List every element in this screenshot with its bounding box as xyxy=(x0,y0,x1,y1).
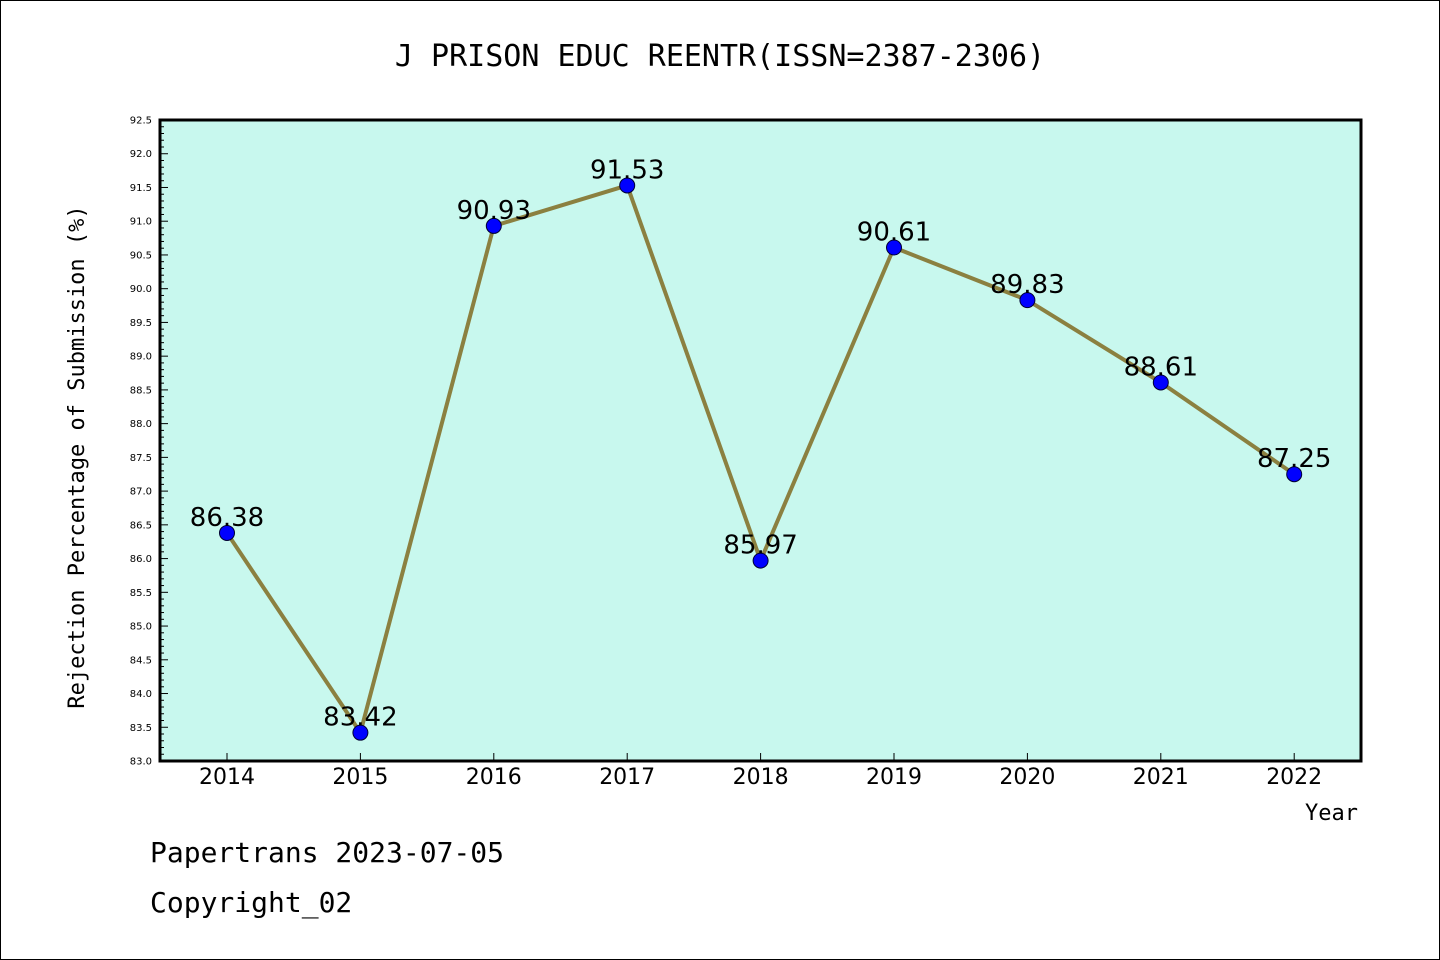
x-tick-label: 2021 xyxy=(1133,765,1189,790)
y-tick-label: 88.5 xyxy=(130,385,152,396)
data-point-marker xyxy=(485,217,502,234)
data-point-label: 86.38 xyxy=(190,503,264,533)
y-tick-label: 84.0 xyxy=(130,689,152,700)
y-axis-label: Rejection Percentage of Submission (%) xyxy=(65,205,90,708)
y-tick-label: 87.0 xyxy=(130,487,152,498)
data-point-label: 90.93 xyxy=(457,196,531,226)
footer-date-line: Papertrans 2023-07-05 xyxy=(150,836,505,869)
data-point-label: 83.42 xyxy=(323,703,397,733)
data-point-marker xyxy=(619,177,636,194)
y-tick-label: 87.5 xyxy=(130,453,152,464)
y-tick-label: 85.0 xyxy=(130,622,152,633)
y-tick-label: 92.0 xyxy=(130,149,152,160)
data-point-marker xyxy=(1019,292,1036,309)
y-tick-label: 91.0 xyxy=(130,217,152,228)
x-axis-label: Year xyxy=(1305,801,1358,826)
x-tick-label: 2014 xyxy=(199,765,255,790)
x-tick-label: 2020 xyxy=(999,765,1055,790)
y-tick-label: 83.5 xyxy=(130,723,152,734)
data-point-label: 85.97 xyxy=(723,531,797,561)
data-point-label: 88.61 xyxy=(1124,352,1198,382)
x-axis: 2014 2015 2016 2017 2018 2019 2020 2021 2022 xyxy=(199,753,1322,790)
footer-copyright-line: Copyright_02 xyxy=(150,886,353,919)
x-tick-label: 2017 xyxy=(599,765,655,790)
data-labels: 86.38 83.42 90.93 91.53 85.97 90.61 89.83 88.61… xyxy=(190,155,1332,732)
y-tick-label: 88.0 xyxy=(130,419,152,430)
data-point-label: 90.61 xyxy=(857,218,931,248)
data-point-label: 87.25 xyxy=(1257,444,1331,474)
data-point-marker xyxy=(1286,466,1303,483)
data-point-marker xyxy=(352,724,369,741)
y-tick-label: 90.5 xyxy=(130,250,152,261)
data-point-marker xyxy=(886,239,902,256)
x-tick-label: 2019 xyxy=(866,765,922,790)
series-markers xyxy=(219,177,1303,741)
y-tick-label: 84.5 xyxy=(130,655,152,666)
chart-title: J PRISON EDUC REENTR(ISSN=2387-2306) xyxy=(395,39,1045,74)
y-tick-label: 90.0 xyxy=(130,284,152,295)
data-point-label: 89.83 xyxy=(990,270,1064,300)
y-tick-label: 91.5 xyxy=(130,183,152,194)
x-tick-label: 2015 xyxy=(332,765,388,790)
data-point-marker xyxy=(1152,374,1169,391)
y-tick-label: 89.5 xyxy=(130,318,152,329)
data-point-label: 91.53 xyxy=(590,155,664,185)
y-tick-label: 85.5 xyxy=(130,588,152,599)
data-point-marker xyxy=(219,524,235,541)
y-tick-label: 89.0 xyxy=(130,352,152,363)
x-tick-label: 2016 xyxy=(466,765,522,790)
y-tick-label: 83.0 xyxy=(130,757,152,768)
y-tick-label: 86.0 xyxy=(130,554,152,565)
y-tick-label: 86.5 xyxy=(130,520,152,531)
y-tick-label: 92.5 xyxy=(130,116,152,127)
y-axis: 83.0 83.5 84.0 84.5 85.0 85.5 86.0 86.5 87.0 87.5… xyxy=(130,116,168,768)
x-tick-label: 2018 xyxy=(733,765,789,790)
data-point-marker xyxy=(752,552,769,569)
x-tick-label: 2022 xyxy=(1266,765,1322,790)
plot-area xyxy=(158,118,1363,763)
